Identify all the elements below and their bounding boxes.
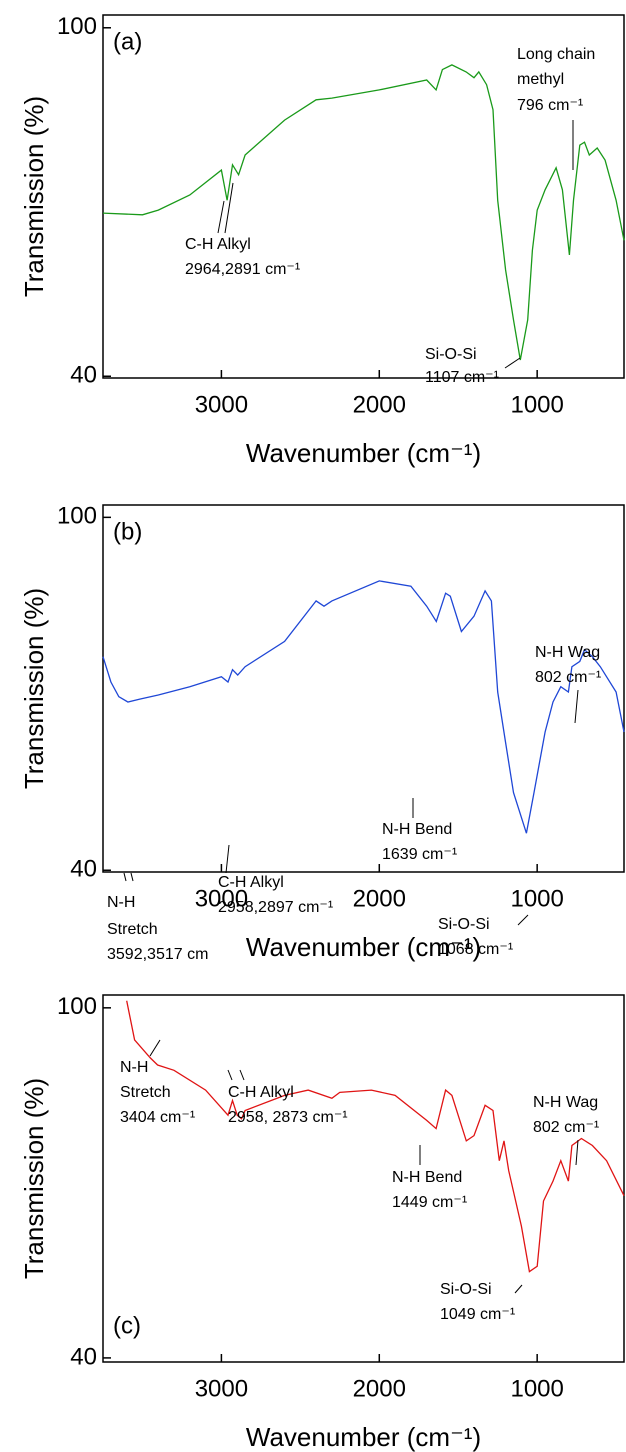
x-tick-label: 3000 <box>195 885 248 912</box>
leader-line <box>130 872 134 882</box>
annotation: 3404 cm⁻¹ <box>120 1109 195 1126</box>
x-axis-label: Wavenumber (cm⁻¹) <box>246 932 481 962</box>
plot-frame <box>102 994 625 1363</box>
panel-label: (b) <box>113 518 142 545</box>
x-tick-label: 2000 <box>353 391 406 418</box>
leader-line <box>217 200 225 234</box>
panel-label: (c) <box>113 1312 141 1339</box>
annotation: methyl <box>517 71 564 88</box>
annotation: 796 cm⁻¹ <box>517 97 583 114</box>
annotation: 2964,2891 cm⁻¹ <box>185 261 300 278</box>
x-tick-label: 1000 <box>510 1375 563 1402</box>
annotation: Stretch <box>120 1084 171 1101</box>
x-tick-label: 2000 <box>353 1375 406 1402</box>
leader-line <box>574 689 579 724</box>
leader-line <box>514 1284 523 1294</box>
annotation: N-H Wag <box>535 644 600 661</box>
leader-line <box>504 357 521 369</box>
annotation: Long chain <box>517 46 595 63</box>
annotation: 802 cm⁻¹ <box>535 669 601 686</box>
y-tick-label: 100 <box>57 993 97 1020</box>
annotation: N-H Bend <box>382 821 452 838</box>
annotation: 1639 cm⁻¹ <box>382 846 457 863</box>
leader-line <box>123 872 127 882</box>
annotation: C-H Alkyl <box>185 236 251 253</box>
panel: 40 100 3000 2000 1000 Wavenumber (cm⁻¹) Transm… <box>19 993 625 1452</box>
annotation: 2958, 2873 cm⁻¹ <box>228 1109 348 1126</box>
plot-frame <box>102 504 625 873</box>
y-tick-label: 100 <box>57 13 97 40</box>
leader-line <box>149 1039 161 1057</box>
annotation: Si-O-Si <box>440 1281 492 1298</box>
leader-line <box>225 844 230 874</box>
annotation: Stretch <box>107 921 158 938</box>
annotation: Si-O-Si <box>438 916 490 933</box>
y-axis-label: Transmission (%) <box>19 1078 49 1279</box>
leader-line <box>227 1069 233 1081</box>
annotation: N-H <box>120 1059 148 1076</box>
annotation: 3592,3517 cm <box>107 946 208 963</box>
y-tick-label: 40 <box>70 1343 97 1370</box>
panel-label: (a) <box>113 28 142 55</box>
annotation: 1049 cm⁻¹ <box>440 1306 515 1323</box>
x-tick-label: 1000 <box>510 391 563 418</box>
panel: 40 100 3000 2000 1000 Wavenumber (cm⁻¹) Transm… <box>19 503 625 963</box>
annotation: 1449 cm⁻¹ <box>392 1194 467 1211</box>
annotation: N-H <box>107 894 135 911</box>
annotation: C-H Alkyl <box>218 874 284 891</box>
spectrum-line <box>102 64 625 361</box>
leader-line <box>224 182 234 234</box>
spectrum-line <box>126 1000 625 1273</box>
annotation: 802 cm⁻¹ <box>533 1119 599 1136</box>
y-axis-label: Transmission (%) <box>19 96 49 297</box>
annotation: C-H Alkyl <box>228 1084 294 1101</box>
y-tick-label: 40 <box>70 856 97 883</box>
leader-line <box>575 1139 579 1166</box>
x-tick-label: 2000 <box>353 885 406 912</box>
x-tick-label: 3000 <box>195 391 248 418</box>
annotation: N-H Bend <box>392 1169 462 1186</box>
annotation: 1107 cm⁻¹ <box>425 369 499 386</box>
panel: 40 100 3000 2000 1000 Wavenumber (cm⁻¹) Transm… <box>19 13 625 468</box>
leader-line <box>239 1069 245 1081</box>
plot-frame <box>102 14 625 379</box>
y-axis-label: Transmission (%) <box>19 588 49 789</box>
x-tick-label: 1000 <box>510 885 563 912</box>
annotation: 1068 cm⁻¹ <box>438 941 513 958</box>
annotation: N-H Wag <box>533 1094 598 1111</box>
spectrum-line <box>102 580 625 834</box>
annotation: 2958,2897 cm⁻¹ <box>218 899 333 916</box>
x-tick-label: 3000 <box>195 1375 248 1402</box>
x-axis-label: Wavenumber (cm⁻¹) <box>246 1422 481 1452</box>
y-tick-label: 100 <box>57 503 97 530</box>
annotation: Si-O-Si <box>425 346 477 363</box>
x-axis-label: Wavenumber (cm⁻¹) <box>246 438 481 468</box>
y-tick-label: 40 <box>70 362 97 389</box>
leader-line <box>517 914 529 926</box>
